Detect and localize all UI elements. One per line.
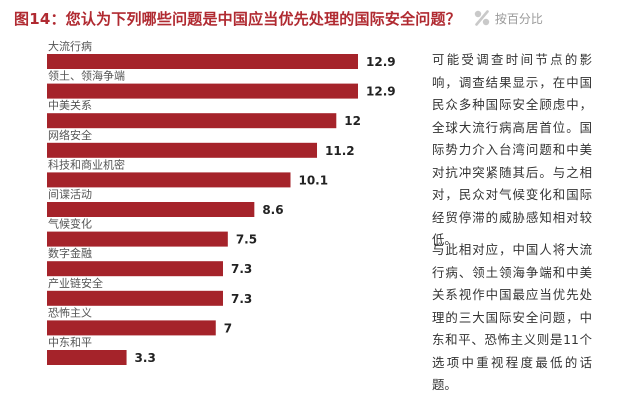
value-label: 7.3 [231, 292, 252, 306]
value-label: 7.3 [231, 262, 252, 276]
bar-chart: 大流行病 12.9 领土、领海争端 12.9 中美关系 12 网络安全 11.2 科技和商业机密… [47, 39, 396, 365]
unit-indicator: 按百分比 [473, 9, 543, 27]
category-label: 气候变化 [48, 217, 92, 231]
category-label: 中东和平 [48, 336, 92, 349]
value-label: 7.5 [236, 233, 257, 247]
chart-header: 图14：您认为下列哪些问题是中国应当优先处理的国际安全问题？ 按百分比 [14, 7, 543, 29]
value-label: 12.9 [366, 55, 396, 69]
value-label: 7 [224, 321, 232, 335]
bar [47, 83, 358, 99]
commentary-paragraph-1: 可能受调查时间节点的影响，调查结果显示，在中国民众多种国际安全顾虑中，全球大流行… [432, 52, 592, 247]
bar [47, 113, 337, 129]
value-label: 12 [344, 114, 361, 128]
category-label: 科技和商业机密 [48, 157, 125, 171]
category-label: 领土、领海争端 [48, 69, 125, 83]
category-label: 恐怖主义 [48, 305, 92, 319]
category-label: 中美关系 [48, 98, 92, 112]
bar [47, 350, 127, 365]
value-label: 8.6 [262, 203, 283, 217]
value-label: 10.1 [298, 173, 328, 187]
category-label: 大流行病 [48, 39, 92, 53]
category-label: 数字金融 [48, 246, 92, 260]
bar [47, 54, 358, 69]
commentary-paragraph-2: 与此相对应，中国人将大流行病、领土领海争端和中美关系视作中国最应当优先处理的三大… [432, 242, 592, 392]
chart-title: 图14：您认为下列哪些问题是中国应当优先处理的国际安全问题？ [14, 9, 461, 28]
category-label: 产业链安全 [48, 276, 103, 290]
percent-icon [474, 10, 490, 26]
bar [47, 142, 318, 158]
bar [47, 202, 255, 217]
bar [47, 231, 228, 247]
bar [47, 172, 291, 188]
unit-label: 按百分比 [494, 11, 543, 26]
value-label: 3.3 [135, 351, 156, 365]
bar [47, 261, 223, 277]
bar [47, 290, 223, 306]
category-label: 间谍活动 [48, 188, 92, 201]
bar [47, 320, 216, 336]
value-label: 12.9 [366, 85, 396, 99]
value-label: 11.2 [325, 144, 355, 158]
category-label: 网络安全 [48, 128, 92, 142]
